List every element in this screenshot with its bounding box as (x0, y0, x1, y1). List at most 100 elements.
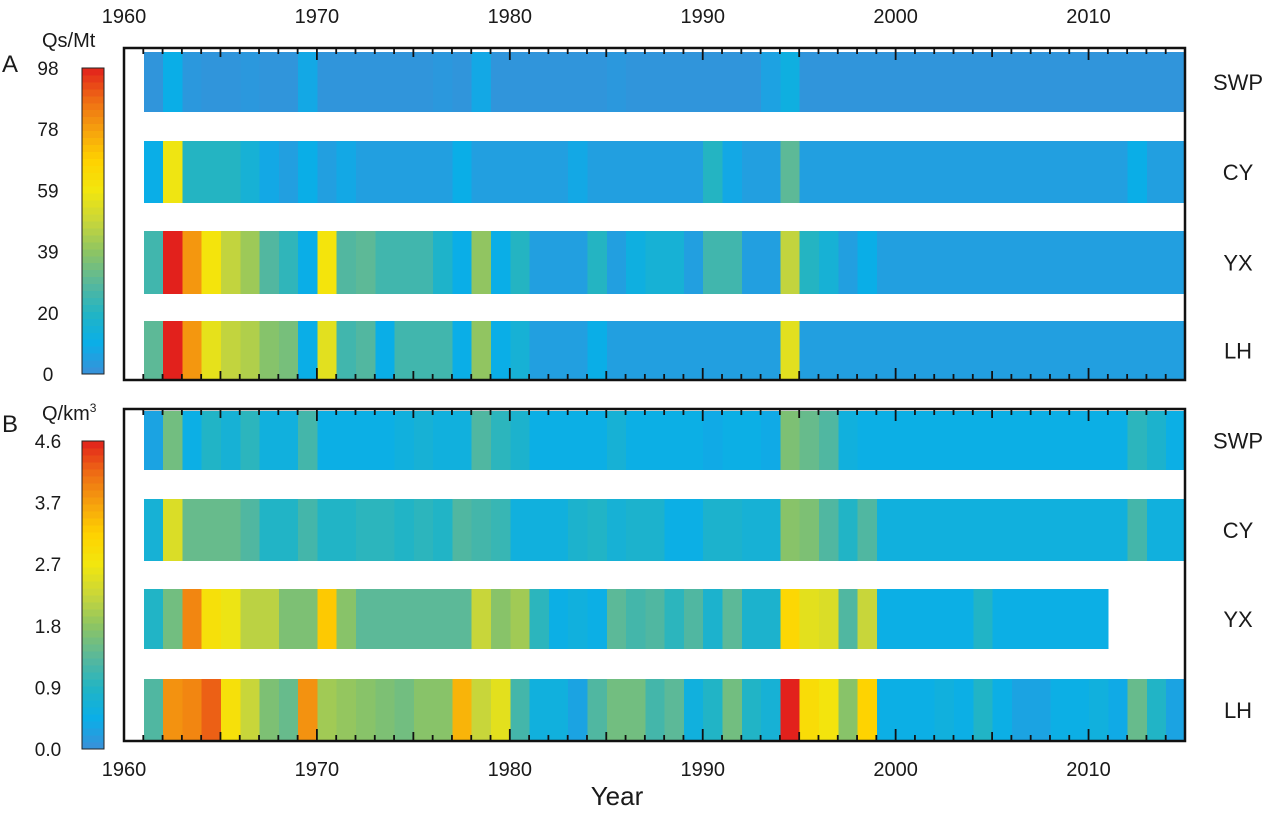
heatmap-cell-cy (954, 141, 974, 203)
colorbar-segment (82, 623, 104, 631)
colorbar-segment (82, 325, 104, 333)
heatmap-cell-cy (433, 499, 453, 561)
heatmap-cell-cy (780, 141, 801, 203)
heatmap-cell-cy (1011, 141, 1032, 203)
heatmap-cell-cy (375, 499, 395, 561)
heatmap-cell-yx (587, 231, 608, 294)
heatmap-cell-yx (163, 589, 183, 649)
heatmap-cell-yx (452, 589, 473, 649)
colorbar-segment (82, 81, 104, 90)
colorbar-tick-label: 0 (43, 365, 54, 386)
heatmap-cell-cy (818, 141, 839, 203)
heatmap-cell-swp (355, 411, 376, 470)
heatmap-cell-yx (799, 231, 820, 294)
heatmap-cell-yx (934, 231, 955, 294)
heatmap-cell-swp (703, 52, 723, 112)
heatmap-cell-cy (915, 141, 936, 203)
heatmap-cell-yx (471, 231, 492, 294)
heatmap-cell-swp (780, 411, 801, 470)
colorbar-segment (82, 483, 104, 491)
row-label-cy: CY (1223, 518, 1254, 543)
colorbar-segment (82, 721, 104, 729)
colorbar-segment (82, 276, 104, 285)
colorbar-segment (82, 165, 104, 173)
x-axis-label: Year (591, 781, 644, 809)
heatmap-cell-cy (973, 141, 993, 203)
heatmap-cell-swp (954, 411, 974, 470)
heatmap-cell-swp (838, 411, 858, 470)
heatmap-cell-lh (529, 679, 550, 741)
colorbar-segment (82, 644, 104, 652)
heatmap-cell-yx (722, 589, 743, 649)
heatmap-cell-lh (375, 679, 395, 741)
colorbar-segment (82, 318, 104, 326)
heatmap-cell-yx (1031, 231, 1051, 294)
heatmap-cell-lh (163, 321, 183, 380)
heatmap-cell-lh (317, 679, 338, 741)
heatmap-cell-yx (1127, 231, 1148, 294)
heatmap-cell-cy (1050, 141, 1071, 203)
heatmap-cell-cy (491, 141, 511, 203)
colorbar-segment (82, 346, 104, 354)
heatmap-cell-cy (355, 499, 376, 561)
heatmap-cell-lh (934, 679, 955, 741)
heatmap-cell-lh (452, 321, 473, 380)
heatmap-cell-cy (1031, 141, 1051, 203)
heatmap-cell-swp (992, 52, 1013, 112)
heatmap-cell-cy (626, 499, 646, 561)
heatmap-cell-lh (298, 321, 318, 380)
heatmap-cell-cy (992, 499, 1013, 561)
axis-ticks (123, 48, 1186, 741)
heatmap-cell-yx (413, 589, 434, 649)
bottom-year-tick-label: 2010 (1066, 759, 1111, 781)
heatmap-cell-yx (838, 231, 858, 294)
heatmap-cell-yx (683, 589, 704, 649)
heatmap-cell-lh (143, 679, 164, 741)
heatmap-cell-yx (799, 589, 820, 649)
colorbar-segment (82, 539, 104, 547)
heatmap-cell-yx (857, 589, 878, 649)
heatmap-cell-swp (761, 52, 781, 112)
heatmap-cell-lh (1050, 679, 1071, 741)
heatmap-cell-cy (278, 141, 299, 203)
heatmap-cell-swp (375, 411, 395, 470)
colorbar-segment (82, 581, 104, 589)
heatmap-cell-swp (317, 52, 338, 112)
heatmap-cell-lh (278, 679, 299, 741)
colorbar-segment (82, 742, 104, 750)
heatmap-cell-lh (876, 679, 897, 741)
heatmap-cell-swp (182, 52, 203, 112)
heatmap-cell-lh (1069, 321, 1090, 380)
heatmap-cell-yx (182, 231, 203, 294)
colorbar-segment (82, 360, 104, 368)
chart-labels: Year 1960 1970 1980 1990 2000 2010 1960 1970 198… (2, 6, 1263, 811)
heatmap-cell-lh (355, 321, 376, 380)
heatmap-cell-lh (1089, 679, 1109, 741)
heatmap-cell-swp (664, 411, 685, 470)
heatmap-cell-yx (394, 589, 415, 649)
heatmap-cell-yx (818, 231, 839, 294)
heatmap-cell-yx (626, 589, 646, 649)
heatmap-cell-yx (1011, 231, 1032, 294)
colorbar-segment (82, 172, 104, 180)
colorbar-tick-label: 98 (37, 59, 58, 80)
colorbar-segment (82, 95, 104, 104)
heatmap-cell-yx (201, 589, 222, 649)
colorbar-segment (82, 553, 104, 561)
heatmap-cell-lh (973, 321, 993, 380)
heatmap-cell-swp (606, 52, 627, 112)
heatmap-cell-lh (1166, 679, 1186, 741)
heatmap-cell-lh (1127, 321, 1148, 380)
heatmap-cell-lh (703, 321, 723, 380)
heatmap-cell-lh (915, 679, 936, 741)
colorbar-segment (82, 158, 104, 166)
heatmap-cell-yx (568, 589, 588, 649)
heatmap-cell-swp (587, 52, 608, 112)
heatmap-cell-yx (1069, 231, 1090, 294)
heatmap-cell-yx (452, 231, 473, 294)
heatmap-cell-yx (741, 231, 762, 294)
colorbar-segment (82, 700, 104, 708)
colorbar-segment (82, 574, 104, 582)
bottom-year-tick-label: 1990 (680, 759, 725, 781)
heatmap-cell-cy (934, 499, 955, 561)
